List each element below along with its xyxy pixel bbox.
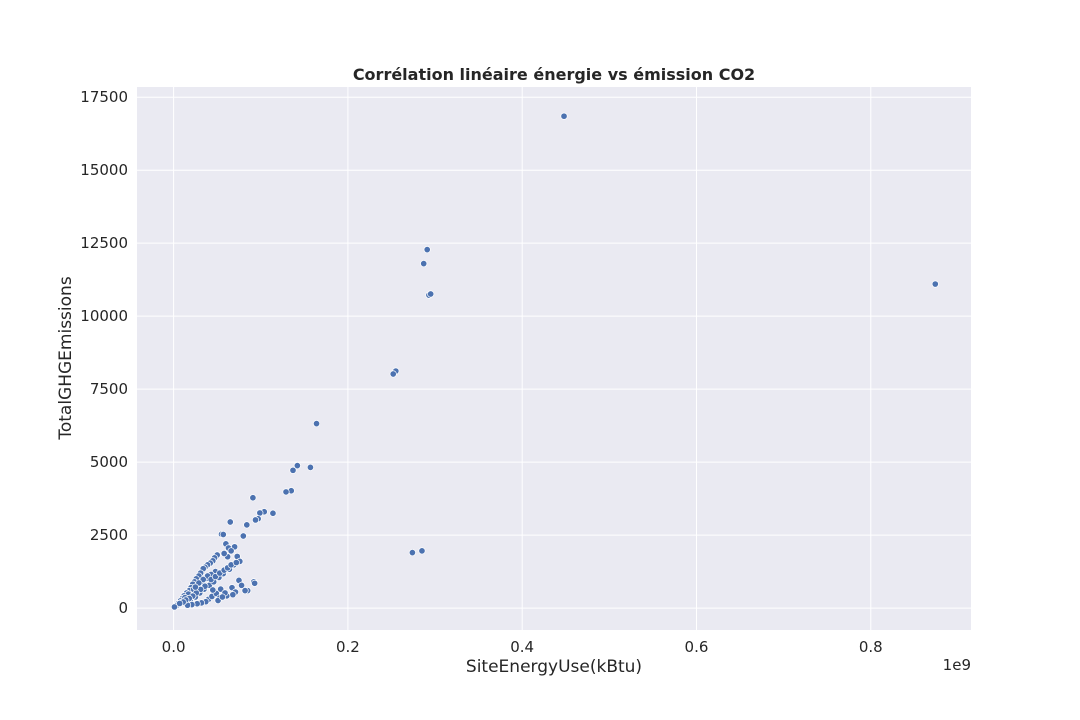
y-tick-label: 2500	[90, 526, 128, 544]
x-tick-labels: 0.0 0.2 0.4 0.6 0.8	[162, 638, 883, 656]
data-point	[176, 599, 184, 607]
x-tick-label: 0.0	[162, 638, 186, 656]
data-point	[306, 463, 314, 471]
data-point	[219, 530, 227, 539]
data-point	[220, 549, 228, 558]
plot-background	[137, 87, 971, 630]
y-tick-labels: 0 2500 5000 7500 10000 12500 15000 17500	[80, 88, 128, 617]
data-point	[239, 532, 247, 540]
x-axis-label: SiteEnergyUse(kBtu)	[466, 657, 642, 677]
data-points	[170, 112, 939, 611]
data-point	[238, 581, 246, 589]
data-point	[251, 516, 260, 524]
x-tick-label: 0.2	[336, 638, 360, 656]
grid-lines	[137, 87, 971, 630]
data-point	[293, 462, 301, 470]
y-tick-label: 15000	[80, 161, 128, 179]
data-point	[170, 603, 179, 611]
data-point	[560, 112, 568, 120]
data-point	[312, 420, 321, 428]
data-point	[269, 509, 277, 517]
y-tick-label: 7500	[90, 380, 128, 398]
x-tick-label: 0.8	[859, 638, 883, 656]
x-offset-label: 1e9	[943, 656, 971, 674]
data-point	[427, 290, 435, 298]
y-tick-label: 10000	[80, 307, 128, 325]
y-tick-label: 17500	[80, 88, 128, 106]
chart-title: Corrélation linéaire énergie vs émission…	[353, 65, 755, 84]
data-point	[289, 466, 297, 474]
data-point	[282, 488, 290, 496]
data-point	[931, 280, 939, 288]
data-point	[191, 583, 199, 591]
data-point	[227, 547, 235, 555]
data-point	[423, 246, 431, 254]
data-point	[256, 509, 264, 517]
data-point	[420, 260, 428, 268]
data-point	[218, 593, 226, 601]
data-point	[241, 587, 249, 595]
data-point	[418, 547, 426, 555]
y-tick-label: 5000	[90, 453, 128, 471]
data-point	[226, 518, 234, 526]
data-point	[232, 559, 240, 567]
data-point	[251, 579, 259, 587]
y-axis-label: TotalGHGEmissions	[56, 276, 76, 440]
x-tick-label: 0.4	[510, 638, 534, 656]
y-tick-label: 0	[118, 599, 128, 617]
data-point	[249, 494, 257, 502]
data-point	[229, 591, 237, 599]
data-point	[243, 521, 251, 529]
data-point	[209, 586, 217, 594]
data-point	[389, 370, 397, 378]
data-point	[408, 549, 416, 557]
y-tick-label: 12500	[80, 234, 128, 252]
x-tick-label: 0.6	[685, 638, 709, 656]
